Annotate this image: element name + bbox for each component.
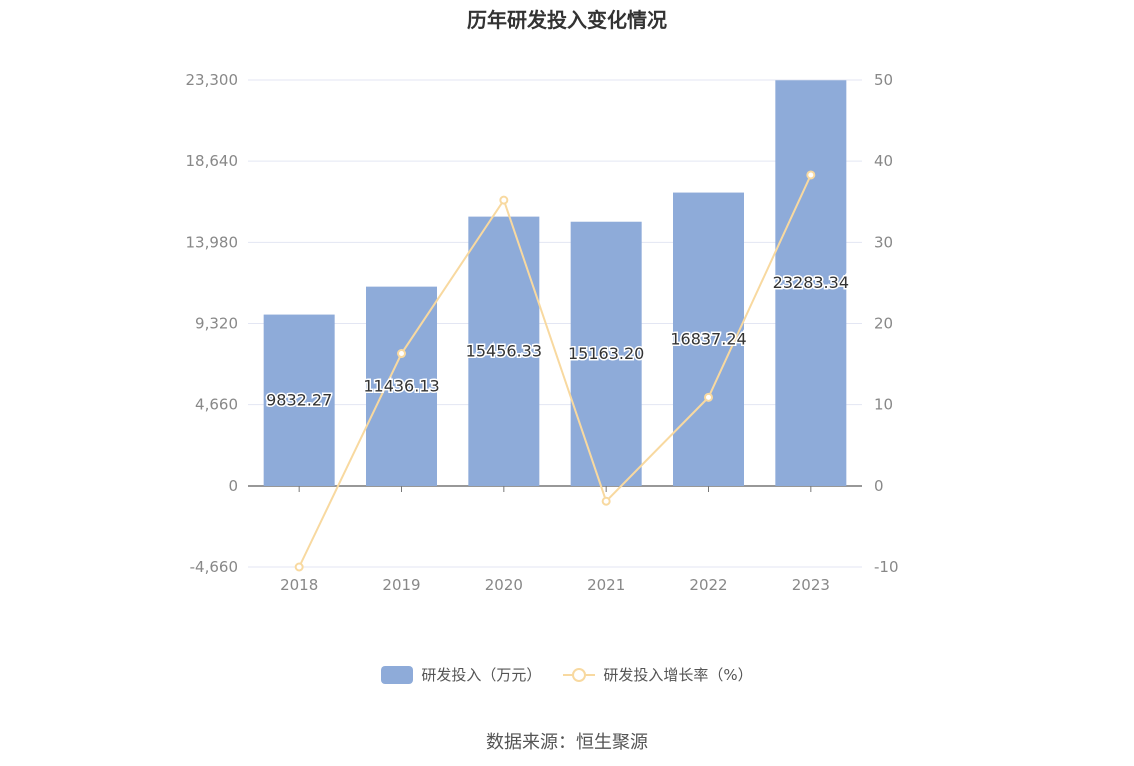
y-left-tick-label: 4,660 xyxy=(195,396,238,414)
legend-label-growth-rate: 研发投入增长率（%） xyxy=(603,666,753,684)
x-tick-label: 2020 xyxy=(485,576,523,594)
bar-2018 xyxy=(263,314,335,486)
growth-rate-line xyxy=(298,174,812,568)
legend: 研发投入（万元） 研发投入增长率（%） xyxy=(0,664,1134,685)
legend-label-rd-spend: 研发投入（万元） xyxy=(421,666,542,684)
y-left-tick-label: 9,320 xyxy=(195,315,238,333)
y-right-tick-label: -10 xyxy=(874,558,899,576)
bar-data-label: 15163.20 xyxy=(568,344,644,363)
y-right-tick-label: 20 xyxy=(874,315,893,333)
legend-item-growth-rate[interactable]: 研发投入增长率（%） xyxy=(563,664,753,685)
x-tick-label: 2021 xyxy=(587,576,625,594)
growth-point-2023 xyxy=(806,170,816,180)
bar-2020 xyxy=(468,216,540,486)
bar-2022 xyxy=(673,192,744,487)
y-right-tick-label: 30 xyxy=(874,233,893,251)
y-left-tick-label: 0 xyxy=(228,477,238,495)
bar-data-label: 11436.13 xyxy=(363,376,439,395)
bar-data-label: 9832.27 xyxy=(266,390,332,409)
bar-2019 xyxy=(366,286,437,486)
legend-bar-swatch xyxy=(381,665,414,684)
chart-canvas: -4,660 0 4,660 9,320 13,980 18,640 23,300 -10 0 1… xyxy=(186,71,899,594)
legend-line-swatch xyxy=(563,667,596,682)
growth-point-2018 xyxy=(294,562,304,572)
y-right-tick-label: 10 xyxy=(874,396,893,414)
source-note: 数据来源：恒生聚源 xyxy=(486,732,648,753)
y-left-tick-label: -4,660 xyxy=(190,558,238,576)
bar-data-label: 16837.24 xyxy=(670,329,746,348)
legend-item-rd-spend[interactable]: 研发投入（万元） xyxy=(381,664,541,685)
growth-point-2020 xyxy=(499,195,509,205)
bar-2021 xyxy=(570,221,642,486)
growth-point-2021 xyxy=(601,496,611,506)
growth-point-2022 xyxy=(704,392,713,402)
bar-data-label: 23283.34 xyxy=(773,273,849,292)
chart-title: 历年研发投入变化情况 xyxy=(467,8,667,32)
y-right-tick-label: 40 xyxy=(874,152,893,170)
y-left-tick-label: 23,300 xyxy=(186,71,239,89)
x-tick-label: 2022 xyxy=(689,576,727,594)
x-tick-label: 2023 xyxy=(792,576,830,594)
y-right-tick-label: 0 xyxy=(874,477,884,495)
x-tick-label: 2018 xyxy=(280,576,318,594)
y-right-tick-label: 50 xyxy=(874,71,893,89)
y-left-tick-label: 18,640 xyxy=(186,152,239,170)
bar-data-label: 15456.33 xyxy=(466,341,542,360)
growth-point-2019 xyxy=(397,349,406,359)
x-tick-label: 2019 xyxy=(382,576,420,594)
y-left-tick-label: 13,980 xyxy=(186,233,239,251)
bar-2023 xyxy=(775,80,847,487)
